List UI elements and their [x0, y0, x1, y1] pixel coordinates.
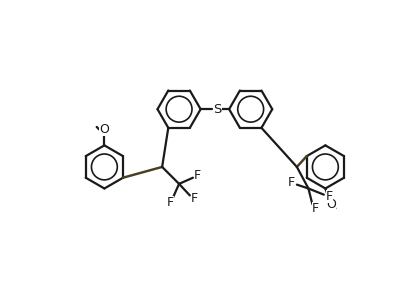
Text: S: S: [213, 103, 222, 116]
Text: O: O: [326, 198, 337, 211]
Text: F: F: [312, 202, 319, 215]
Text: F: F: [326, 191, 333, 203]
Text: F: F: [167, 196, 174, 209]
Text: F: F: [288, 176, 295, 189]
Text: F: F: [191, 192, 198, 205]
Text: F: F: [194, 169, 201, 182]
Text: O: O: [100, 123, 109, 136]
